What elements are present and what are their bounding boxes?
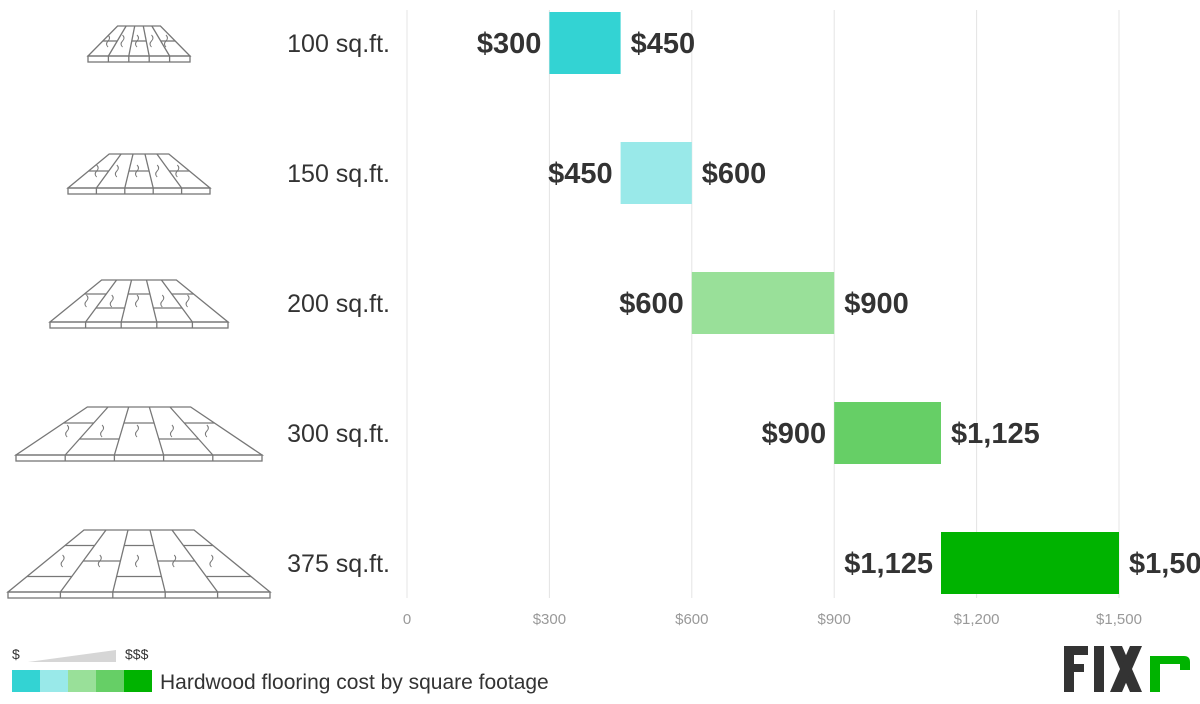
high-value-label: $1,125 xyxy=(951,418,1040,450)
legend: $ $$$ Hardwood flooring cost by square f… xyxy=(12,646,592,696)
hardwood-floor-icon xyxy=(86,25,192,63)
hardwood-floor-icon xyxy=(6,529,272,599)
legend-swatch xyxy=(12,670,40,692)
hardwood-floor-icon xyxy=(66,153,212,195)
bars xyxy=(549,12,1119,594)
row-label: 100 sq.ft. xyxy=(287,30,390,58)
row-label: 375 sq.ft. xyxy=(287,550,390,578)
high-value-label: $1,500 xyxy=(1129,548,1200,580)
x-tick-label: $1,500 xyxy=(1096,611,1142,628)
hardwood-floor-icon xyxy=(48,279,230,329)
range-bar xyxy=(691,272,835,334)
legend-swatch xyxy=(68,670,96,692)
fixr-logo xyxy=(1064,646,1190,692)
hardwood-floor-icon xyxy=(13,406,265,462)
legend-swatch xyxy=(40,670,68,692)
floor-icons xyxy=(6,25,272,599)
legend-swatch xyxy=(96,670,124,692)
low-value-label: $300 xyxy=(477,28,542,60)
row-label: 300 sq.ft. xyxy=(287,420,390,448)
x-tick-label: $900 xyxy=(818,611,851,628)
legend-swatches xyxy=(12,670,152,692)
row-label: 150 sq.ft. xyxy=(287,160,390,188)
x-axis-tick-labels: 0 $300 $600 $900 $1,200 $1,500 xyxy=(403,611,1142,628)
legend-min-label: $ xyxy=(12,646,20,662)
high-value-label: $900 xyxy=(844,288,909,320)
low-value-label: $900 xyxy=(762,418,827,450)
high-value-label: $600 xyxy=(702,158,767,190)
x-tick-label: $1,200 xyxy=(954,611,1000,628)
legend-swatch xyxy=(124,670,152,692)
legend-max-label: $$$ xyxy=(125,646,149,662)
range-bar xyxy=(834,402,941,464)
x-tick-label: 0 xyxy=(403,611,411,628)
chart-title: Hardwood flooring cost by square footage xyxy=(160,671,549,694)
low-value-label: $600 xyxy=(619,288,684,320)
x-tick-label: $300 xyxy=(533,611,566,628)
row-labels: 100 sq.ft. 150 sq.ft. 200 sq.ft. 300 sq.ft.… xyxy=(287,30,390,578)
x-tick-label: $600 xyxy=(675,611,708,628)
value-labels: $300 $450 $450 $600 $600 $900 $900 $1,125 $1,125… xyxy=(477,28,1200,580)
low-value-label: $1,125 xyxy=(844,548,933,580)
range-bar xyxy=(549,12,621,74)
range-bar xyxy=(941,532,1119,594)
high-value-label: $450 xyxy=(631,28,696,60)
range-bar xyxy=(620,142,692,204)
low-value-label: $450 xyxy=(548,158,613,190)
row-label: 200 sq.ft. xyxy=(287,290,390,318)
legend-scale-wedge xyxy=(28,650,116,662)
